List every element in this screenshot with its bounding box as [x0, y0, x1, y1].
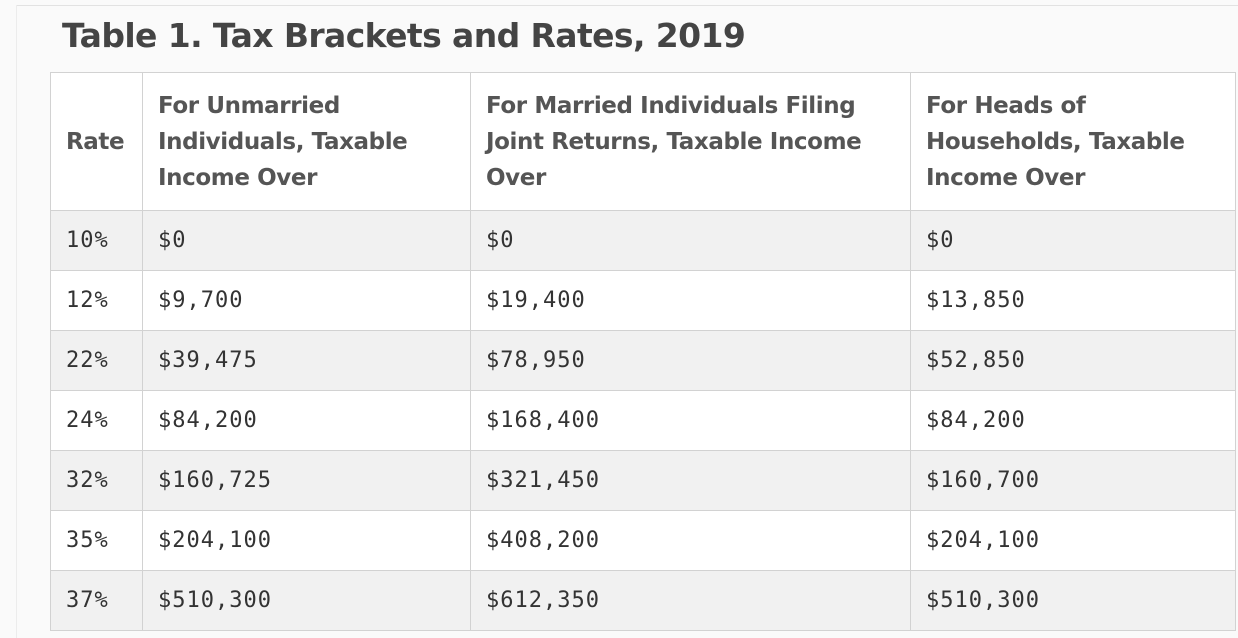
tax-brackets-table: Rate For Unmarried Individuals, Taxable …: [50, 72, 1236, 631]
married-joint-cell: $168,400: [470, 390, 911, 451]
column-header-unmarried: For Unmarried Individuals, Taxable Incom…: [142, 72, 471, 211]
table-row: 37% $510,300 $612,350 $510,300: [50, 570, 1236, 631]
married-joint-cell: $19,400: [470, 270, 911, 331]
unmarried-cell: $9,700: [142, 270, 471, 331]
table-row: 22% $39,475 $78,950 $52,850: [50, 330, 1236, 391]
table-header-row: Rate For Unmarried Individuals, Taxable …: [50, 72, 1236, 211]
heads-of-households-cell: $0: [910, 210, 1236, 271]
top-divider: [16, 5, 1238, 6]
unmarried-cell: $510,300: [142, 570, 471, 631]
rate-cell: 35%: [50, 510, 143, 571]
rate-cell: 10%: [50, 210, 143, 271]
married-joint-cell: $0: [470, 210, 911, 271]
left-divider: [16, 5, 17, 638]
married-joint-cell: $612,350: [470, 570, 911, 631]
rate-cell: 37%: [50, 570, 143, 631]
table-row: 32% $160,725 $321,450 $160,700: [50, 450, 1236, 511]
table-row: 12% $9,700 $19,400 $13,850: [50, 270, 1236, 331]
table-row: 35% $204,100 $408,200 $204,100: [50, 510, 1236, 571]
rate-cell: 22%: [50, 330, 143, 391]
unmarried-cell: $204,100: [142, 510, 471, 571]
heads-of-households-cell: $510,300: [910, 570, 1236, 631]
column-header-rate: Rate: [50, 72, 143, 211]
column-header-married-joint: For Married Individuals Filing Joint Ret…: [470, 72, 911, 211]
unmarried-cell: $160,725: [142, 450, 471, 511]
table-title: Table 1. Tax Brackets and Rates, 2019: [62, 16, 746, 55]
rate-cell: 32%: [50, 450, 143, 511]
table-row: 10% $0 $0 $0: [50, 210, 1236, 271]
heads-of-households-cell: $52,850: [910, 330, 1236, 391]
unmarried-cell: $0: [142, 210, 471, 271]
heads-of-households-cell: $160,700: [910, 450, 1236, 511]
table-row: 24% $84,200 $168,400 $84,200: [50, 390, 1236, 451]
heads-of-households-cell: $204,100: [910, 510, 1236, 571]
unmarried-cell: $39,475: [142, 330, 471, 391]
heads-of-households-cell: $84,200: [910, 390, 1236, 451]
heads-of-households-cell: $13,850: [910, 270, 1236, 331]
married-joint-cell: $321,450: [470, 450, 911, 511]
rate-cell: 24%: [50, 390, 143, 451]
rate-cell: 12%: [50, 270, 143, 331]
unmarried-cell: $84,200: [142, 390, 471, 451]
column-header-heads-of-households: For Heads of Households, Taxable Income …: [910, 72, 1236, 211]
married-joint-cell: $408,200: [470, 510, 911, 571]
married-joint-cell: $78,950: [470, 330, 911, 391]
